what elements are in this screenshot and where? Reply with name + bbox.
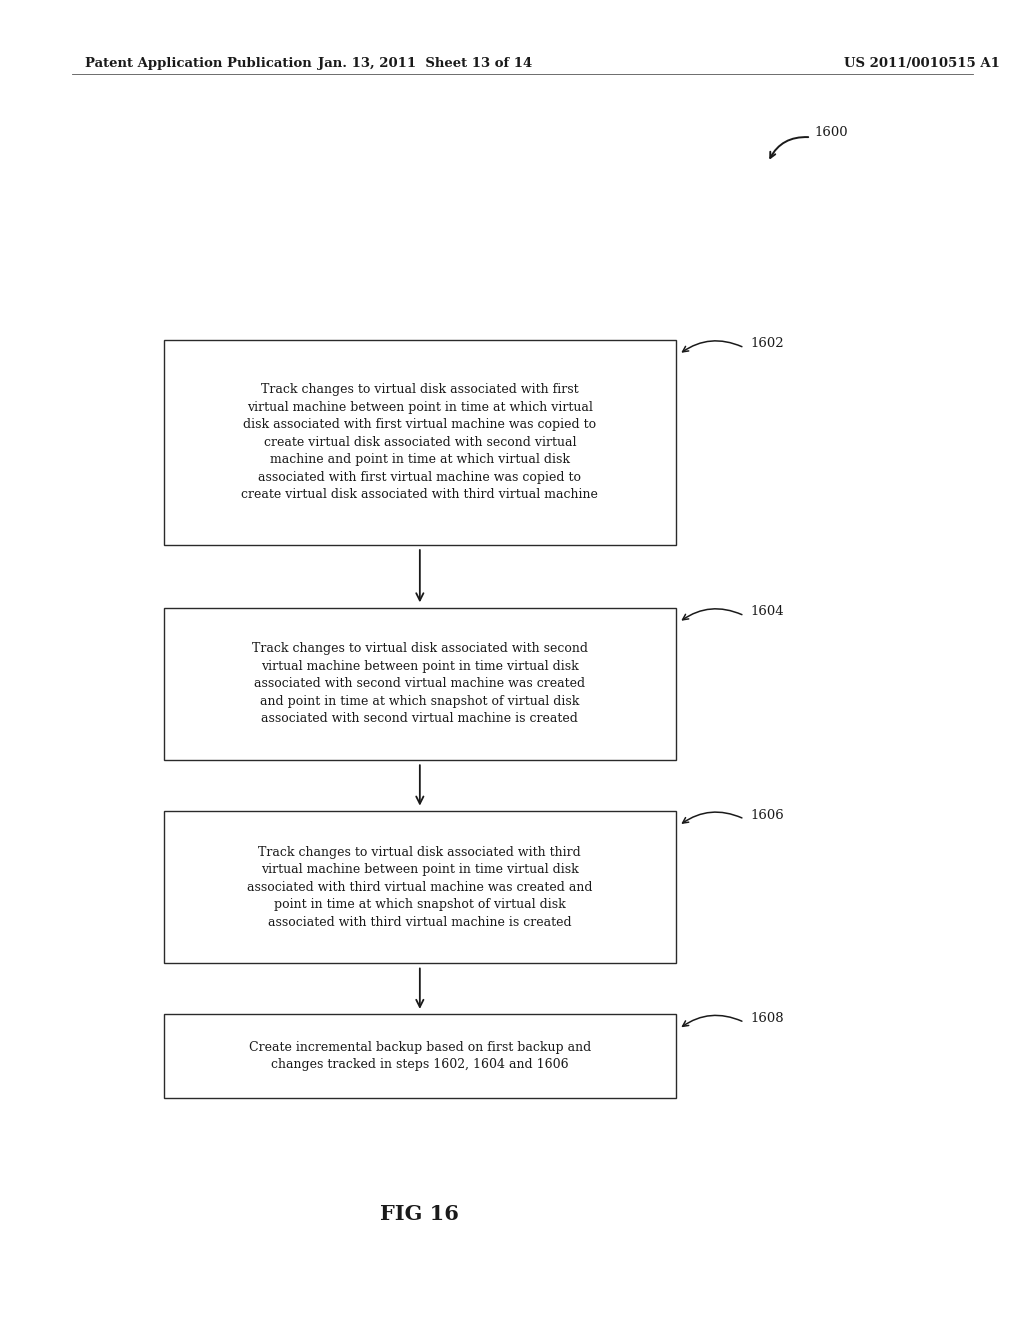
Text: Track changes to virtual disk associated with third
virtual machine between poin: Track changes to virtual disk associated…: [247, 846, 593, 928]
Text: 1608: 1608: [751, 1012, 784, 1024]
Bar: [164, 607, 676, 759]
Text: 1600: 1600: [814, 125, 848, 139]
Bar: [164, 1015, 676, 1098]
Text: FIG 16: FIG 16: [380, 1204, 460, 1225]
Text: 1604: 1604: [751, 606, 784, 618]
Text: US 2011/0010515 A1: US 2011/0010515 A1: [844, 57, 999, 70]
Bar: [164, 810, 676, 964]
Text: Track changes to virtual disk associated with first
virtual machine between poin: Track changes to virtual disk associated…: [242, 383, 598, 502]
Text: Patent Application Publication: Patent Application Publication: [85, 57, 311, 70]
Bar: [164, 339, 676, 544]
Text: Create incremental backup based on first backup and
changes tracked in steps 160: Create incremental backup based on first…: [249, 1040, 591, 1072]
Text: 1606: 1606: [751, 809, 784, 821]
Text: 1602: 1602: [751, 338, 784, 350]
Text: Track changes to virtual disk associated with second
virtual machine between poi: Track changes to virtual disk associated…: [252, 643, 588, 725]
Text: Jan. 13, 2011  Sheet 13 of 14: Jan. 13, 2011 Sheet 13 of 14: [317, 57, 532, 70]
